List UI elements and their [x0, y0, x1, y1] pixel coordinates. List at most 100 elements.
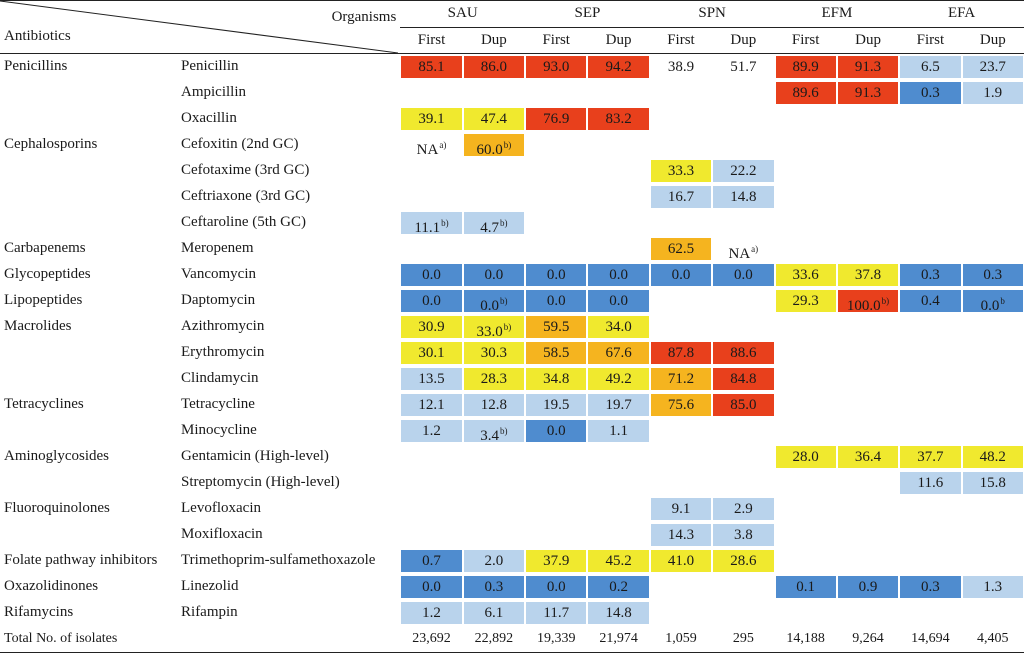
resistance-cell: [775, 366, 837, 392]
resistance-cell: 0.0: [525, 262, 587, 288]
resistance-rate: 33.3: [667, 163, 695, 179]
resistance-value: 58.5: [526, 342, 587, 364]
resistance-cell: 37.9: [525, 548, 587, 574]
resistance-cell: 0.4: [899, 288, 961, 314]
resistance-cell: [400, 184, 462, 210]
resistance-cell: 37.7: [899, 444, 961, 470]
resistance-rate: 0.0: [609, 293, 628, 309]
resistance-cell: [775, 236, 837, 262]
resistance-cell: 11.6: [899, 470, 961, 496]
resistance-value: 19.5: [526, 394, 587, 416]
resistance-value: 15.8: [962, 472, 1023, 494]
footnote-marker: b): [503, 140, 512, 150]
resistance-cell: 22.2: [712, 158, 774, 184]
resistance-rate: 0.0: [422, 579, 441, 595]
footnote-marker: b): [881, 296, 890, 306]
resistance-value: 19.7: [588, 394, 649, 416]
resistance-cell: [712, 470, 774, 496]
resistance-cell: [525, 236, 587, 262]
resistance-rate: 16.7: [667, 189, 695, 205]
resistance-cell: [525, 470, 587, 496]
resistance-value: 33.6: [775, 264, 836, 286]
table-row: Ceftaroline (5th GC) 11.1b) 4.7b): [0, 210, 1024, 236]
resistance-cell: [962, 366, 1024, 392]
resistance-value: 9.1: [650, 498, 712, 520]
resistance-value: 37.7: [900, 446, 961, 468]
resistance-rate: 84.8: [730, 371, 757, 387]
antibiotic-name: Erythromycin: [181, 344, 265, 361]
resistance-cell: [463, 80, 525, 106]
resistance-cell: [650, 210, 712, 236]
resistance-value: 0.3: [463, 576, 525, 598]
subheader-row: First Dup First Dup First Dup First Dup First Dup: [0, 27, 1024, 54]
resistance-rate: 0.0: [546, 579, 566, 595]
resistance-value: 0.3: [900, 576, 961, 598]
resistance-rate: 34.8: [543, 371, 570, 387]
table-row: Fluoroquinolones Levofloxacin 9.1 2.9: [0, 496, 1024, 522]
resistance-value: 0.7: [401, 550, 462, 572]
antibiotic-name: Ceftaroline (5th GC): [181, 214, 306, 231]
resistance-rate: 88.6: [730, 345, 757, 361]
resistance-value: 1.1: [588, 420, 649, 442]
resistance-rate: 14.3: [667, 527, 695, 543]
antibiotic-class: Penicillins: [4, 58, 68, 75]
resistance-value: 23.7: [962, 56, 1023, 78]
resistance-cell: [899, 496, 961, 522]
resistance-value: 14.8: [713, 186, 774, 208]
diagonal-divider: [0, 1, 398, 53]
resistance-cell: [837, 392, 899, 418]
resistance-value: 91.3: [837, 56, 899, 78]
resistance-value: 28.3: [463, 368, 525, 390]
resistance-cell: 4.7b): [463, 210, 525, 236]
resistance-rate: 28.0: [792, 449, 819, 465]
resistance-value: 0.0: [526, 420, 587, 442]
resistance-cell: 0.3: [899, 80, 961, 106]
resistance-value: NAa): [713, 238, 774, 262]
resistance-rate: 19.7: [605, 397, 632, 413]
resistance-cell: 94.2: [587, 54, 649, 81]
resistance-cell: [463, 158, 525, 184]
resistance-cell: 39.1: [400, 106, 462, 132]
resistance-rate: 0.2: [609, 579, 628, 595]
resistance-cell: [525, 158, 587, 184]
subheader-dup: Dup: [836, 27, 900, 54]
total-isolates-value: 9,264: [836, 626, 900, 653]
resistance-cell: [837, 496, 899, 522]
resistance-value: 1.2: [401, 602, 462, 624]
antibiotic-name: Cefoxitin (2nd GC): [181, 136, 299, 153]
subheader-first: First: [774, 27, 837, 54]
resistance-cell: [775, 340, 837, 366]
resistance-cell: [587, 184, 649, 210]
resistance-cell: 91.3: [837, 80, 899, 106]
resistance-rate: NA: [416, 142, 439, 158]
resistance-cell: [587, 158, 649, 184]
resistance-rate: 0.3: [983, 267, 1003, 283]
resistance-cell: [899, 184, 961, 210]
resistance-cell: 37.8: [837, 262, 899, 288]
resistance-rate: 12.1: [418, 397, 445, 413]
table-row: Lipopeptides Daptomycin 0.0 0.0b) 0.0 0.0 29.3…: [0, 288, 1024, 314]
resistance-value: 11.6: [900, 472, 961, 494]
resistance-cell: [525, 522, 587, 548]
resistance-cell: [899, 236, 961, 262]
resistance-cell: [712, 80, 774, 106]
resistance-rate: 75.6: [667, 397, 695, 413]
table-row: Erythromycin 30.1 30.3 58.5 67.6 87.8 88.6: [0, 340, 1024, 366]
resistance-cell: [650, 574, 712, 600]
resistance-cell: [650, 106, 712, 132]
resistance-cell: [400, 158, 462, 184]
resistance-value: 3.4b): [463, 420, 525, 444]
resistance-cell: [712, 106, 774, 132]
resistance-value: 0.0: [588, 264, 649, 286]
resistance-rate: 33.0: [476, 324, 503, 340]
table-row: Ceftriaxone (3rd GC) 16.7 14.8: [0, 184, 1024, 210]
resistance-rate: 28.6: [730, 553, 757, 569]
resistance-cell: 41.0: [650, 548, 712, 574]
resistance-rate: 11.1: [414, 220, 441, 236]
resistance-cell: 0.0: [400, 262, 462, 288]
resistance-cell: 9.1: [650, 496, 712, 522]
resistance-rate: 87.8: [667, 345, 695, 361]
resistance-cell: [962, 106, 1024, 132]
table-row: Rifamycins Rifampin 1.2 6.1 11.7 14.8: [0, 600, 1024, 626]
